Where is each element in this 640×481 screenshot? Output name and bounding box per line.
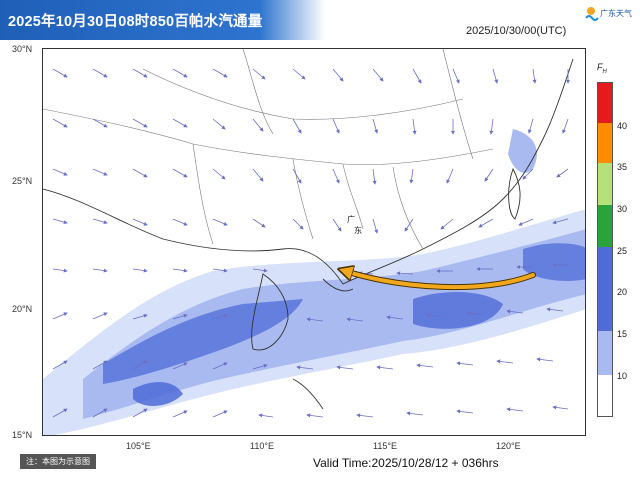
- weather-logo-icon: [585, 7, 599, 21]
- legend-swatch-25: [598, 205, 612, 247]
- lat-label-30: 30°N: [12, 44, 33, 54]
- logo: 广东天气: [585, 4, 640, 24]
- map-canvas: [43, 49, 585, 435]
- valid-time: Valid Time:2025/10/28/12 + 036hrs: [313, 456, 499, 470]
- legend-swatch-10: [598, 375, 612, 416]
- wind-vectors: [52, 68, 570, 418]
- lat-label-20: 20°N: [12, 304, 33, 314]
- legend-label-35: 35: [617, 162, 628, 172]
- legend-label-20: 20: [617, 287, 628, 297]
- lon-label-120: 120°E: [496, 441, 521, 451]
- timestamp: 2025/10/30/00(UTC): [466, 25, 567, 37]
- legend-colorbar: [597, 82, 613, 417]
- lon-label-105: 105°E: [126, 441, 151, 451]
- legend-swatch-15: [598, 331, 612, 375]
- legend-label-25: 25: [617, 246, 628, 256]
- logo-text: 广东天气: [600, 9, 632, 18]
- disclaimer-note: 注：本图为示意图: [20, 454, 96, 469]
- title-bar: 2025年10月30日08时850百帕水汽通量: [0, 0, 325, 40]
- lat-label-15: 15°N: [12, 430, 33, 440]
- legend-label-15: 15: [617, 329, 628, 339]
- legend-swatch-35: [598, 123, 612, 163]
- lon-label-110: 110°E: [250, 441, 274, 451]
- legend-swatch-30: [598, 163, 612, 205]
- map-area: [42, 48, 586, 436]
- province-label-dong: 东: [354, 226, 362, 235]
- province-label-guang: 广: [347, 215, 355, 224]
- legend-label-40: 40: [617, 121, 628, 131]
- legend-label-10: 10: [617, 371, 628, 381]
- legend-unit: FH: [597, 62, 607, 75]
- page-title: 2025年10月30日08时850百帕水汽通量: [8, 14, 263, 30]
- lon-label-115: 115°E: [373, 441, 397, 451]
- legend-swatch-20: [598, 247, 612, 331]
- legend-label-30: 30: [617, 204, 628, 214]
- lat-label-25: 25°N: [12, 176, 33, 186]
- legend-swatch-40: [598, 83, 612, 123]
